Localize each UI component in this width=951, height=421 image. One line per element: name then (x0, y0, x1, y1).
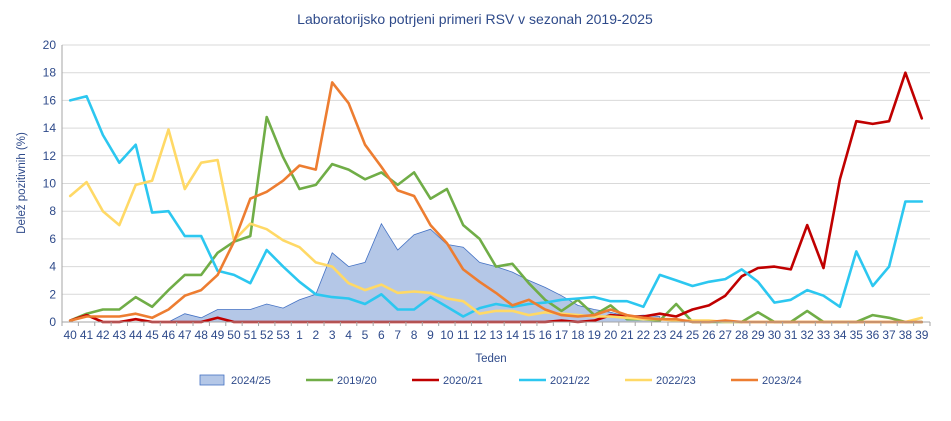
area-series-layer (70, 222, 661, 323)
grid-lines (62, 44, 930, 295)
x-axis-label: Teden (475, 353, 506, 365)
legend-label: 2022/23 (656, 375, 696, 387)
legend-label: 2023/24 (762, 375, 802, 387)
y-tick-label: 18 (43, 66, 57, 80)
x-tick-label: 16 (538, 328, 552, 342)
x-tick-label: 21 (620, 328, 634, 342)
x-tick-label: 32 (800, 328, 814, 342)
legend-label: 2024/25 (231, 375, 271, 387)
x-tick-label: 4 (345, 328, 352, 342)
x-tick-label: 46 (162, 328, 176, 342)
x-tick-label: 22 (637, 328, 651, 342)
x-tick-label: 38 (899, 328, 913, 342)
x-tick-label: 53 (276, 328, 290, 342)
x-tick-label: 28 (735, 328, 749, 342)
legend-label: 2019/20 (337, 375, 377, 387)
x-tick-label: 51 (244, 328, 258, 342)
x-tick-label: 27 (719, 328, 733, 342)
axes (61, 45, 931, 326)
x-tick-labels: 40 41 42 43 44 45 46 47 48 49 50 51 52 53 1 2 3 4 5 6 7 8 9 10 1… (64, 328, 929, 342)
x-tick-label: 34 (833, 328, 847, 342)
x-tick-label: 47 (178, 328, 192, 342)
x-tick-label: 36 (866, 328, 880, 342)
x-tick-label: 37 (882, 328, 896, 342)
y-tick-label: 16 (43, 93, 57, 107)
x-tick-label: 24 (669, 328, 683, 342)
x-tick-label: 42 (96, 328, 110, 342)
y-tick-label: 10 (43, 177, 57, 191)
x-tick-label: 35 (850, 328, 864, 342)
x-tick-label: 39 (915, 328, 929, 342)
y-tick-label: 4 (49, 260, 56, 274)
x-tick-label: 20 (604, 328, 618, 342)
x-tick-label: 52 (260, 328, 274, 342)
x-tick-label: 44 (129, 328, 143, 342)
x-tick-label: 33 (817, 328, 831, 342)
x-tick-label: 41 (80, 328, 94, 342)
legend: 2024/25 2019/20 2020/21 2021/22 2022/23 2023/… (199, 374, 802, 387)
x-tick-label: 30 (768, 328, 782, 342)
x-tick-label: 17 (555, 328, 569, 342)
legend-swatch-area (199, 374, 225, 386)
x-tick-label: 2 (313, 328, 320, 342)
x-tick-label: 18 (571, 328, 585, 342)
legend-label: 2021/22 (550, 375, 590, 387)
x-tick-label: 7 (394, 328, 401, 342)
x-tick-label: 9 (427, 328, 434, 342)
x-tick-label: 26 (702, 328, 716, 342)
y-tick-label: 2 (49, 287, 56, 301)
x-tick-label: 13 (489, 328, 503, 342)
x-tick-label: 15 (522, 328, 536, 342)
x-tick-label: 6 (378, 328, 385, 342)
x-tick-label: 31 (784, 328, 798, 342)
x-tick-label: 1 (296, 328, 303, 342)
x-tick-label: 12 (473, 328, 487, 342)
x-tick-label: 25 (686, 328, 700, 342)
x-tick-label: 45 (145, 328, 159, 342)
x-tick-label: 23 (653, 328, 667, 342)
x-tick-label: 50 (227, 328, 241, 342)
y-tick-label: 14 (43, 121, 57, 135)
y-tick-label: 12 (43, 149, 57, 163)
x-tick-label: 29 (751, 328, 765, 342)
y-tick-labels: 0 2 4 6 8 10 12 14 16 18 20 (43, 38, 57, 329)
y-tick-label: 20 (43, 38, 57, 52)
x-tick-label: 48 (195, 328, 209, 342)
x-tick-label: 40 (64, 328, 78, 342)
series-line-2021-22 (68, 94, 924, 318)
x-tick-label: 3 (329, 328, 336, 342)
legend-label: 2020/21 (443, 375, 483, 387)
x-tick-label: 19 (588, 328, 602, 342)
y-tick-label: 8 (49, 204, 56, 218)
x-tick-label: 49 (211, 328, 225, 342)
y-tick-label: 6 (49, 232, 56, 246)
y-tick-label: 0 (49, 315, 56, 329)
x-tick-label: 43 (113, 328, 127, 342)
x-tick-label: 8 (411, 328, 418, 342)
x-tick-label: 5 (362, 328, 369, 342)
x-tick-label: 11 (457, 328, 470, 342)
y-axis-label: Delež pozitivnih (%) (16, 132, 28, 234)
chart-title: Laboratorijsko potrjeni primeri RSV v se… (297, 11, 653, 27)
x-tick-label: 10 (440, 328, 454, 342)
series-area-2024-25 (70, 222, 661, 323)
x-tick-label: 14 (506, 328, 520, 342)
